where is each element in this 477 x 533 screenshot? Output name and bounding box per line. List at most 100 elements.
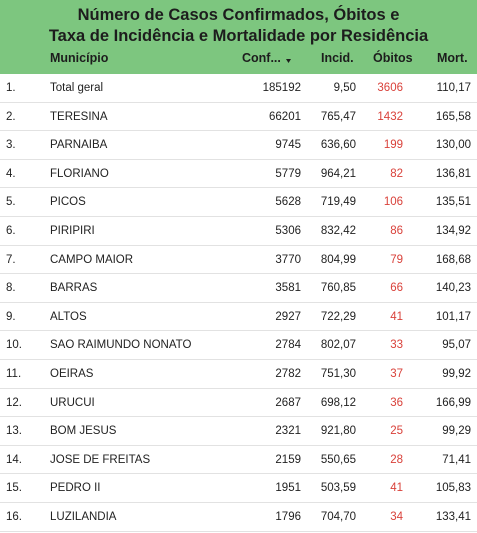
confirmed: 9745 [275, 139, 301, 152]
column-header[interactable]: Óbitos [373, 51, 413, 65]
mortality: 134,92 [435, 225, 471, 237]
table-row: 2. TERESINA 66201 765,47 1432 165,58 [0, 103, 477, 132]
row-index: 6. [6, 225, 16, 237]
deaths: 106 [383, 196, 403, 209]
deaths: 36 [390, 396, 403, 409]
table-row: 15. PEDRO II 1951 503,59 41 105,83 [0, 474, 477, 503]
table-row: 7. CAMPO MAIOR 3770 804,99 79 168,68 [0, 246, 477, 275]
mortality: 99,92 [442, 368, 471, 380]
municipality: OEIRAS [50, 368, 94, 380]
municipality: LUZILANDIA [50, 511, 117, 523]
municipality: Total geral [50, 82, 104, 94]
column-header[interactable]: Conf... [242, 51, 281, 65]
header: Número de Casos Confirmados, Óbitos e Ta… [0, 0, 477, 74]
mortality: 99,29 [442, 425, 471, 438]
row-index: 2. [6, 110, 16, 123]
table-row: 10. SAO RAIMUNDO NONATO 2784 802,07 33 95,07 [0, 331, 477, 360]
confirmed: 2927 [275, 310, 301, 323]
municipality: SAO RAIMUNDO NONATO [50, 339, 192, 352]
municipality: BARRAS [50, 282, 98, 295]
row-index: 1. [6, 82, 16, 94]
row-index: 11. [6, 368, 22, 380]
mortality: 95,07 [442, 339, 471, 352]
mortality: 140,23 [435, 282, 471, 295]
table-row: 14. JOSE DE FREITAS 2159 550,65 28 71,41 [0, 446, 477, 475]
incidence: 9,50 [333, 82, 356, 94]
confirmed: 5306 [275, 225, 301, 237]
deaths: 1432 [377, 110, 403, 123]
municipality: PICOS [50, 196, 86, 209]
municipality: JOSE DE FREITAS [50, 453, 151, 466]
incidence: 704,70 [320, 511, 356, 523]
confirmed: 2687 [275, 396, 301, 409]
mortality: 130,00 [435, 139, 471, 152]
row-index: 13. [6, 425, 22, 438]
municipality: CAMPO MAIOR [50, 253, 134, 266]
incidence: 698,12 [320, 396, 356, 409]
row-index: 16. [6, 511, 22, 523]
mortality: 168,68 [435, 253, 471, 266]
row-index: 8. [6, 282, 16, 295]
incidence: 832,42 [320, 225, 356, 237]
deaths: 25 [390, 425, 403, 438]
deaths: 34 [390, 511, 403, 523]
confirmed: 3581 [275, 282, 301, 295]
column-header[interactable]: Mort. [437, 51, 468, 65]
mortality: 133,41 [435, 511, 471, 523]
table-row: 13. BOM JESUS 2321 921,80 25 99,29 [0, 417, 477, 446]
deaths: 33 [390, 339, 403, 352]
mortality: 165,58 [435, 110, 471, 123]
row-index: 5. [6, 196, 16, 209]
mortality: 105,83 [435, 482, 471, 495]
confirmed: 5628 [275, 196, 301, 209]
deaths: 41 [390, 482, 403, 495]
confirmed: 66201 [269, 110, 301, 123]
incidence: 964,21 [320, 167, 356, 180]
deaths: 199 [383, 139, 403, 152]
confirmed: 185192 [262, 82, 301, 94]
mortality: 71,41 [442, 453, 471, 466]
confirmed: 2782 [275, 368, 301, 380]
row-index: 10. [6, 339, 22, 352]
mortality: 135,51 [435, 196, 471, 209]
confirmed: 1796 [275, 511, 301, 523]
column-header[interactable]: Incid. [321, 51, 354, 65]
deaths: 66 [390, 282, 403, 295]
table-row: 11. OEIRAS 2782 751,30 37 99,92 [0, 360, 477, 389]
title: Taxa de Incidência e Mortalidade por Res… [48, 27, 429, 45]
title: Número de Casos Confirmados, Óbitos e [77, 6, 400, 24]
row-index: 4. [6, 167, 16, 180]
incidence: 804,99 [320, 253, 356, 266]
confirmed: 2784 [275, 339, 301, 352]
confirmed: 1951 [275, 482, 301, 495]
row-index: 7. [6, 253, 16, 266]
confirmed: 2321 [275, 425, 301, 438]
table-row: 16. LUZILANDIA 1796 704,70 34 133,41 [0, 503, 477, 532]
incidence: 550,65 [320, 453, 356, 466]
row-index: 15. [6, 482, 22, 495]
municipality: ALTOS [50, 310, 87, 323]
deaths: 41 [390, 310, 403, 323]
municipality: URUCUI [50, 396, 95, 409]
incidence: 719,49 [320, 196, 356, 209]
deaths: 79 [390, 253, 403, 266]
table-row: 12. URUCUI 2687 698,12 36 166,99 [0, 389, 477, 418]
incidence: 751,30 [320, 368, 356, 380]
row-index: 3. [6, 139, 16, 152]
table-row: 1. Total geral 185192 9,50 3606 110,17 [0, 74, 477, 103]
deaths: 28 [390, 453, 403, 466]
mortality: 136,81 [435, 167, 471, 180]
row-index: 9. [6, 310, 16, 323]
municipality: PIRIPIRI [50, 225, 95, 237]
table-row: 6. PIRIPIRI 5306 832,42 86 134,92 [0, 217, 477, 246]
confirmed: 3770 [275, 253, 301, 266]
municipality: PEDRO II [50, 482, 101, 495]
table-row: 3. PARNAIBA 9745 636,60 199 130,00 [0, 131, 477, 160]
municipality: BOM JESUS [50, 425, 117, 438]
incidence: 802,07 [320, 339, 356, 352]
deaths: 37 [390, 368, 403, 380]
incidence: 765,47 [320, 110, 356, 123]
column-header[interactable]: Município [50, 51, 109, 65]
sort-arrow[interactable] [285, 58, 292, 64]
